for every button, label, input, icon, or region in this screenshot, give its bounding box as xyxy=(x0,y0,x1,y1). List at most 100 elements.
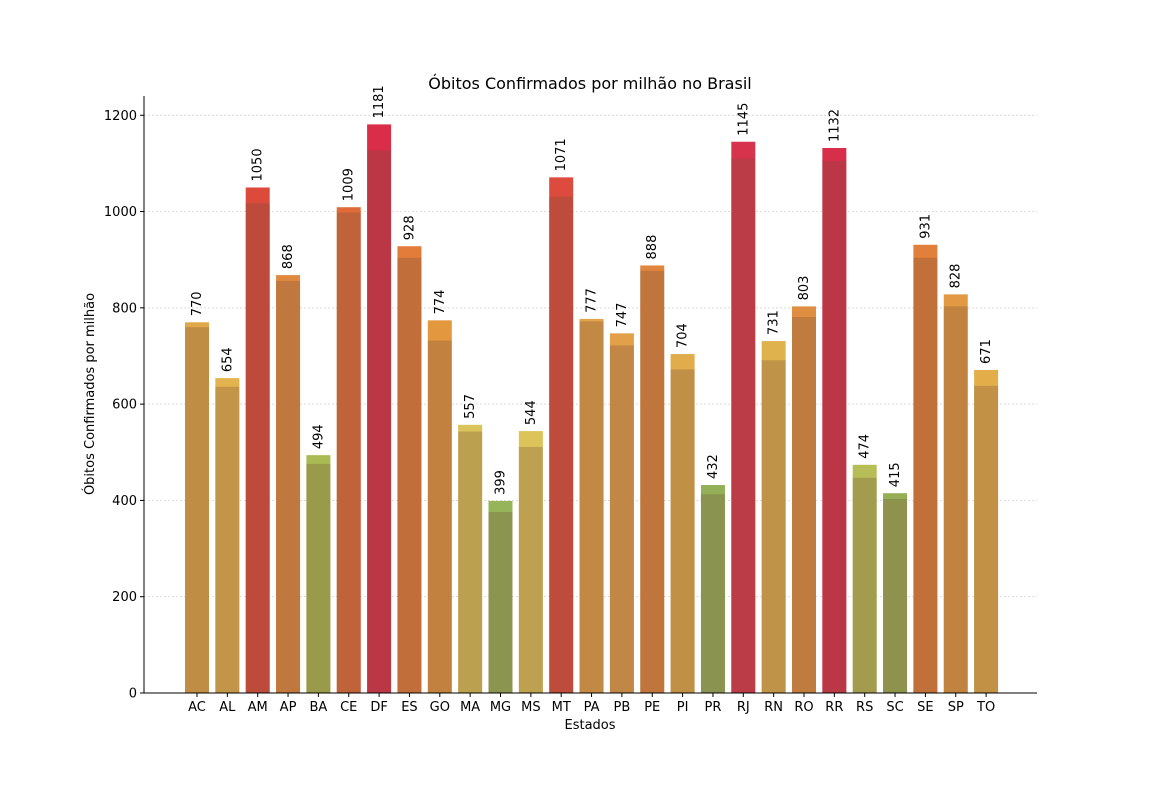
bar-overlay-rr xyxy=(822,160,847,693)
bar-al xyxy=(215,378,240,693)
bar-pa xyxy=(579,318,604,693)
bar-overlay-ms xyxy=(518,446,543,693)
bar-overlay-am xyxy=(245,203,270,693)
bar-overlay-mg xyxy=(488,511,513,693)
bar-overlay-ce xyxy=(336,212,361,693)
bar-pb xyxy=(609,333,634,693)
data-label: 432 xyxy=(706,454,721,479)
data-label: 1145 xyxy=(736,103,751,136)
data-label: 868 xyxy=(281,244,296,269)
bar-ma xyxy=(458,424,483,693)
bar-pi xyxy=(670,354,695,693)
bar-ap xyxy=(276,275,301,693)
x-tick-label: RO xyxy=(794,700,813,715)
x-tick-label: AP xyxy=(280,700,297,715)
bar-rs xyxy=(852,464,877,693)
x-tick-label: AM xyxy=(248,700,268,715)
data-label: 474 xyxy=(858,434,873,459)
bar-overlay-rs xyxy=(852,477,877,693)
y-tick-label: 200 xyxy=(112,590,137,605)
data-label: 777 xyxy=(585,288,600,313)
bar-ro xyxy=(792,306,816,693)
bar-overlay-ma xyxy=(458,431,483,693)
axes xyxy=(143,96,1037,694)
data-label: 1050 xyxy=(251,148,266,181)
data-label: 654 xyxy=(220,347,235,372)
chart-title: Óbitos Confirmados por milhão no Brasil xyxy=(428,74,751,93)
x-tick-label: BA xyxy=(309,700,327,715)
bar-overlay-go xyxy=(427,340,452,693)
bar-pr xyxy=(700,485,725,693)
bar-go xyxy=(427,320,452,693)
bar-ms xyxy=(518,431,543,693)
bar-overlay-pb xyxy=(609,345,634,693)
bar-overlay-al xyxy=(215,386,240,693)
bar-overlay-pi xyxy=(670,369,695,693)
x-tick-label: RR xyxy=(825,700,843,715)
bar-overlay-es xyxy=(397,257,422,693)
bar-overlay-se xyxy=(913,257,938,693)
y-tick-label: 0 xyxy=(129,687,137,702)
x-tick-label: PR xyxy=(705,700,722,715)
x-tick-label: MS xyxy=(521,700,540,715)
bar-sc xyxy=(883,493,908,693)
data-label: 544 xyxy=(524,400,539,425)
bar-ba xyxy=(306,455,331,693)
x-tick-label: SE xyxy=(917,700,933,715)
y-axis-label: Óbitos Confirmados por milhão xyxy=(82,293,98,495)
bar-rj xyxy=(731,141,756,693)
x-tick-label: RJ xyxy=(737,700,750,715)
bar-es xyxy=(397,246,422,694)
bar-df xyxy=(367,124,392,694)
bar-am xyxy=(245,187,270,693)
data-label: 557 xyxy=(463,394,478,419)
x-tick-label: AL xyxy=(219,700,236,715)
bar-overlay-ap xyxy=(276,280,301,693)
bar-mt xyxy=(549,177,574,693)
bar-overlay-pe xyxy=(640,270,665,693)
y-ticks: 0 200 400 600 800 1000 1200 xyxy=(104,109,144,702)
bar-overlay-rj xyxy=(731,158,756,693)
data-labels: 770 654 1050 868 494 1009 1181 928 774 557 399 544 1… xyxy=(190,85,994,495)
data-label: 671 xyxy=(979,339,994,364)
data-label: 1009 xyxy=(342,168,357,201)
data-label: 928 xyxy=(402,215,417,240)
bar-mg xyxy=(488,500,513,693)
data-label: 415 xyxy=(888,462,903,487)
bar-overlay-ro xyxy=(792,316,816,693)
data-label: 770 xyxy=(190,291,205,316)
bar-to xyxy=(974,369,999,693)
data-label: 1132 xyxy=(827,109,842,142)
data-label: 704 xyxy=(676,323,691,348)
bar-overlay-pa xyxy=(579,321,604,693)
data-label: 494 xyxy=(311,424,326,449)
bar-overlay-pr xyxy=(700,494,725,693)
data-label: 1181 xyxy=(372,85,387,118)
x-tick-label: GO xyxy=(430,700,450,715)
x-tick-label: RN xyxy=(764,700,783,715)
bar-overlay-ba xyxy=(306,463,331,693)
x-tick-label: SC xyxy=(886,700,903,715)
data-label: 803 xyxy=(797,276,812,301)
bar-overlay-sp xyxy=(943,306,968,693)
y-tick-label: 1200 xyxy=(104,109,137,124)
bar-pe xyxy=(640,265,665,693)
bar-overlay-ac xyxy=(185,327,209,693)
data-label: 931 xyxy=(918,214,933,239)
bar-overlay-to xyxy=(974,385,999,693)
x-tick-label: PB xyxy=(614,700,631,715)
data-label: 731 xyxy=(767,310,782,335)
x-tick-label: AC xyxy=(188,700,206,715)
x-tick-label: RS xyxy=(856,700,873,715)
bar-overlay-mt xyxy=(549,196,574,693)
bars xyxy=(185,124,999,694)
bar-rn xyxy=(761,341,786,693)
bar-se xyxy=(913,244,938,693)
x-axis-label: Estados xyxy=(564,718,615,733)
x-tick-label: ES xyxy=(401,700,417,715)
x-tick-label: SP xyxy=(948,700,964,715)
x-tick-label: MA xyxy=(460,700,480,715)
bar-ac xyxy=(185,322,209,693)
x-tick-label: PA xyxy=(584,700,600,715)
